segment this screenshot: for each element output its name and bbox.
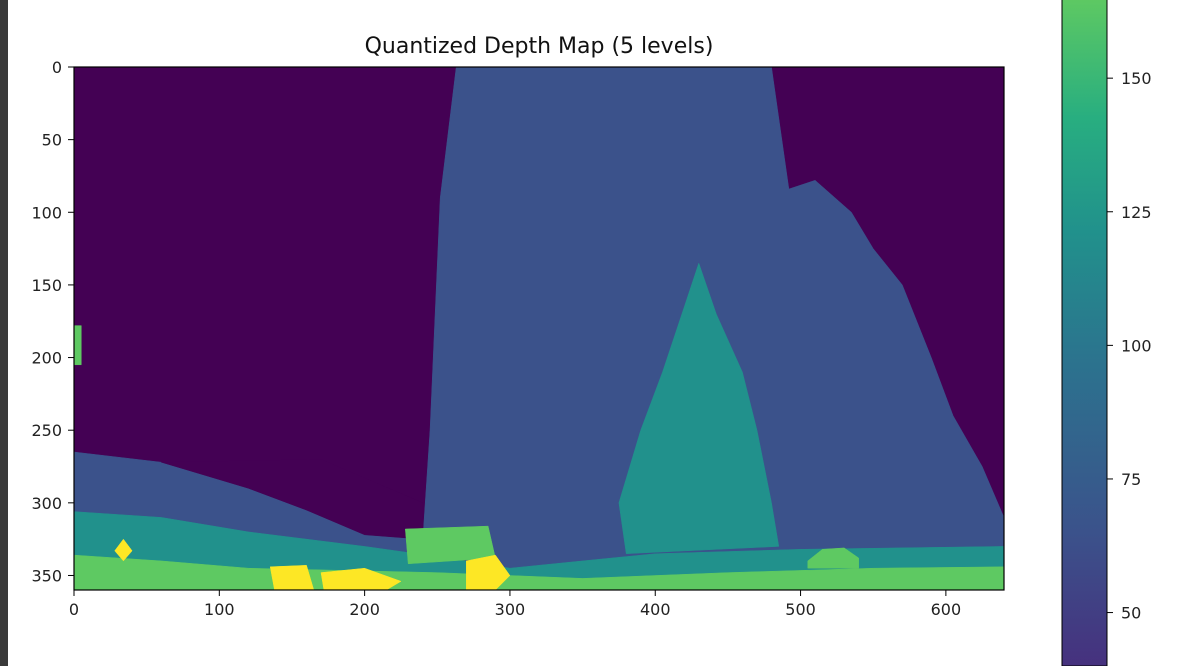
colorbar-tick-label: 150 <box>1121 69 1152 88</box>
y-tick-label: 350 <box>31 566 62 585</box>
heatmap-image <box>74 67 1004 590</box>
plot-frame <box>73 66 1005 591</box>
y-tick-label: 150 <box>31 276 62 295</box>
chart-title: Quantized Depth Map (5 levels) <box>365 34 714 59</box>
y-tick-label: 200 <box>31 349 62 368</box>
x-axis: 0 100 200 300 400 500 600 <box>69 590 961 619</box>
region-cone-structure <box>618 262 780 554</box>
colorbar-tick-label: 75 <box>1121 470 1141 489</box>
region-left-edge-strip <box>74 325 82 366</box>
x-tick-label: 400 <box>640 600 671 619</box>
colorbar-tick-label: 100 <box>1121 336 1152 355</box>
region-bright-patch-2 <box>320 567 402 590</box>
y-axis: 0 50 100 150 200 250 300 350 <box>31 58 74 585</box>
y-tick-label: 250 <box>31 421 62 440</box>
region-bright-diamond <box>114 538 133 562</box>
region-left-ramp <box>161 459 424 540</box>
y-tick-label: 50 <box>42 131 62 150</box>
colorbar-tick-label: 125 <box>1121 203 1152 222</box>
y-tick-label: 100 <box>31 203 62 222</box>
x-tick-label: 200 <box>349 600 380 619</box>
x-tick-label: 500 <box>785 600 816 619</box>
x-tick-label: 300 <box>495 600 526 619</box>
y-tick-label: 300 <box>31 494 62 513</box>
colorbar: 50 75 100 125 150 <box>1061 0 1152 666</box>
y-tick-label: 0 <box>52 58 62 77</box>
region-bright-patch-1 <box>269 565 315 590</box>
x-tick-label: 0 <box>69 600 79 619</box>
region-bush-right <box>807 547 859 569</box>
x-tick-label: 600 <box>931 600 962 619</box>
colorbar-tick-label: 50 <box>1121 604 1141 623</box>
colorbar-gradient <box>1061 0 1108 666</box>
x-tick-label: 100 <box>204 600 235 619</box>
region-bright-patch-3 <box>466 554 511 590</box>
window-edge <box>0 0 8 666</box>
